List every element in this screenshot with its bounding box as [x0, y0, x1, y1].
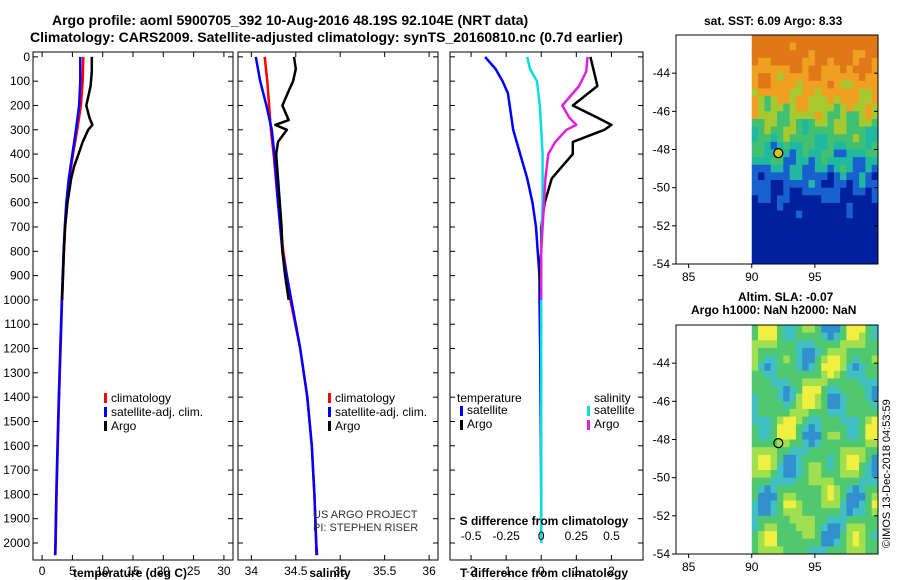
sla-lat-tick-label: -54	[653, 547, 671, 561]
sla-lat-tick-label: -46	[653, 394, 671, 408]
sla-argo-position-marker	[773, 438, 784, 449]
sla-map-title: Altim. SLA: -0.07	[738, 290, 834, 304]
sla-lat-tick-label: -52	[653, 509, 671, 523]
sla-lat-tick-label: -50	[653, 471, 671, 485]
depth-tick-label: 2000	[3, 536, 30, 550]
difference-legend-item: Argo	[594, 417, 620, 431]
argo-height-title: Argo h1000: NaN h2000: NaN	[691, 303, 857, 317]
sla-lon-tick-label: 90	[745, 560, 759, 574]
sla-map	[672, 324, 879, 558]
figure-title-line-1: Argo profile: aoml 5900705_392 10-Aug-20…	[52, 12, 529, 28]
sst-map	[672, 34, 879, 268]
depth-tick-label: 0	[23, 50, 30, 64]
depth-tick-label: 300	[10, 123, 30, 137]
temperature-x-axis-label: temperature (deg C)	[73, 566, 187, 580]
sla-lon-tick-label: 85	[682, 560, 696, 574]
depth-tick-label: 1500	[3, 414, 30, 428]
temperature-x-tick-label: 5	[69, 564, 76, 578]
difference-x-axis-label: T difference from climatology	[460, 566, 628, 580]
pi-credit: PI: STEPHEN RISER	[313, 522, 418, 534]
salinity-difference-tick-label: 0	[538, 529, 545, 543]
sst-argo-position-marker	[773, 148, 784, 159]
depth-tick-label: 1800	[3, 487, 30, 501]
depth-tick-label: 1400	[3, 390, 30, 404]
sst-lat-tick-label: -44	[653, 66, 671, 80]
sla-lon-tick-label: 95	[808, 560, 822, 574]
depth-tick-label: 1200	[3, 342, 30, 356]
depth-tick-label: 500	[10, 171, 30, 185]
temperature-panel	[32, 51, 234, 561]
difference-x-tick-label: 2	[608, 564, 615, 578]
salinity-series-argo	[274, 56, 298, 301]
difference-panel	[449, 51, 644, 561]
difference-x-tick-label: -1	[501, 564, 512, 578]
salinity-difference-tick-label: 0.25	[565, 529, 589, 543]
depth-tick-label: 200	[10, 98, 30, 112]
salinity-x-tick-label: 34.5	[284, 564, 308, 578]
temperature-x-tick-label: 20	[157, 564, 171, 578]
depth-tick-label: 900	[10, 269, 30, 283]
sst-lat-tick-label: -46	[653, 104, 671, 118]
temperature-legend-item: Argo	[111, 419, 137, 433]
difference-legend-item: satellite	[594, 403, 635, 417]
salinity-x-tick-label: 36	[422, 564, 436, 578]
salinity-difference-label: S difference from climatology	[460, 514, 629, 528]
salinity-legend-item: satellite-adj. clim.	[335, 405, 427, 419]
temperature-legend-item: satellite-adj. clim.	[111, 405, 203, 419]
temperature-x-tick-label: 15	[126, 564, 140, 578]
salinity-difference-tick-label: -0.25	[492, 529, 520, 543]
temperature-series-argo	[60, 56, 94, 300]
difference-legend-header: temperature	[457, 391, 522, 405]
difference-legend-item: satellite	[467, 403, 508, 417]
figure-title-line-2: Climatology: CARS2009. Satellite-adjuste…	[30, 29, 623, 45]
sst-lat-tick-label: -50	[653, 181, 671, 195]
difference-series-salinity-satellite	[525, 56, 544, 543]
sst-lat-tick-label: -52	[653, 219, 671, 233]
salinity-legend-item: Argo	[335, 419, 361, 433]
salinity-x-tick-label: 35.5	[373, 564, 397, 578]
temperature-x-tick-label: 10	[96, 564, 110, 578]
depth-tick-label: 1300	[3, 366, 30, 380]
difference-legend-header: salinity	[594, 391, 631, 405]
depth-tick-label: 700	[10, 220, 30, 234]
temperature-x-tick-label: 0	[39, 564, 46, 578]
difference-x-tick-label: 0	[538, 564, 545, 578]
salinity-difference-tick-label: -0.5	[461, 529, 482, 543]
depth-tick-label: 400	[10, 147, 30, 161]
salinity-x-tick-label: 35	[334, 564, 348, 578]
salinity-difference-tick-label: 0.5	[603, 529, 620, 543]
sla-lat-tick-label: -48	[653, 433, 671, 447]
difference-x-tick-label: 1	[573, 564, 580, 578]
depth-tick-label: 1600	[3, 439, 30, 453]
sst-lat-tick-label: -48	[653, 143, 671, 157]
depth-tick-label: 100	[10, 74, 30, 88]
difference-x-tick-label: -2	[466, 564, 477, 578]
salinity-x-tick-label: 34	[245, 564, 259, 578]
depth-tick-label: 600	[10, 196, 30, 210]
difference-series-salinity-argo	[539, 56, 589, 300]
difference-legend-item: Argo	[467, 417, 493, 431]
sla-lat-tick-label: -44	[653, 356, 671, 370]
sst-map-title: sat. SST: 6.09 Argo: 8.33	[704, 14, 843, 28]
sst-lat-tick-label: -54	[653, 257, 671, 271]
depth-tick-label: 1900	[3, 512, 30, 526]
temperature-x-tick-label: 25	[187, 564, 201, 578]
sst-lon-tick-label: 85	[682, 270, 696, 284]
salinity-legend-item: climatology	[335, 391, 395, 405]
temperature-x-tick-label: 30	[217, 564, 231, 578]
salinity-series-satellite-adj-clim-	[254, 56, 319, 556]
depth-tick-label: 1000	[3, 293, 30, 307]
sst-lon-tick-label: 90	[745, 270, 759, 284]
salinity-x-axis-label: salinity	[309, 566, 351, 580]
depth-tick-label: 800	[10, 244, 30, 258]
sst-lon-tick-label: 95	[808, 270, 822, 284]
salinity-panel	[237, 51, 439, 561]
imos-timestamp: ©IMOS 13-Dec-2018 04:53:59	[881, 399, 893, 548]
depth-tick-label: 1700	[3, 463, 30, 477]
depth-tick-label: 1100	[4, 317, 30, 331]
project-credit: US ARGO PROJECT	[313, 509, 418, 521]
temperature-legend-item: climatology	[111, 391, 171, 405]
